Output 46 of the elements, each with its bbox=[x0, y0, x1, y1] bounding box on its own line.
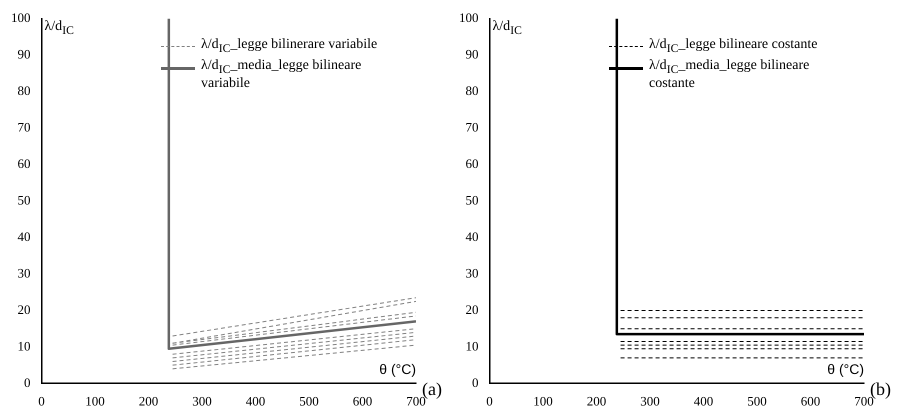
x-tick-label: 600 bbox=[800, 394, 820, 409]
y-tick-label: 30 bbox=[466, 265, 478, 280]
x-tick-label: 300 bbox=[192, 394, 212, 409]
text: (a) bbox=[422, 379, 442, 400]
x-tick-label: 0 bbox=[486, 394, 493, 409]
y-tick-label: 10 bbox=[466, 338, 478, 354]
y-axis-title: λ/d$_{IC}$ bbox=[492, 18, 522, 37]
y-tick-label: 10 bbox=[18, 338, 30, 354]
y-tick-label: 60 bbox=[18, 156, 30, 172]
legend-label: λ/d$_{IC}$_legge bilinerare variabile bbox=[201, 36, 378, 56]
y-tick-label: 80 bbox=[18, 83, 30, 98]
legend-label: λ/d$_{IC}$_media_legge bilineare variabile bbox=[201, 58, 362, 92]
y-tick-label: 60 bbox=[466, 156, 478, 172]
y-tick-label: 40 bbox=[18, 228, 30, 244]
x-tick-label: 100 bbox=[85, 394, 105, 409]
y-tick-label: 80 bbox=[466, 83, 478, 98]
x-tick-label: 100 bbox=[533, 394, 553, 409]
x-tick-label: 300 bbox=[640, 394, 660, 409]
y-tick-label: 20 bbox=[18, 302, 30, 317]
x-tick-label: 200 bbox=[586, 394, 606, 409]
y-tick-label: 90 bbox=[18, 46, 30, 62]
y-tick-label: 70 bbox=[18, 120, 30, 135]
x-tick-label: 500 bbox=[747, 394, 767, 409]
x-axis-title: θ (°C) bbox=[379, 361, 416, 378]
x-tick-label: 600 bbox=[352, 394, 372, 409]
x-tick-label: 0 bbox=[38, 394, 45, 409]
y-tick-label: 40 bbox=[466, 228, 478, 244]
y-tick-label: 100 bbox=[459, 10, 478, 26]
x-axis-title: θ (°C) bbox=[827, 361, 864, 378]
y-tick-label: 0 bbox=[24, 374, 30, 390]
x-tick-label: 400 bbox=[246, 394, 266, 409]
y-tick-label: 20 bbox=[466, 302, 478, 317]
y-tick-label: 0 bbox=[472, 374, 478, 390]
y-tick-label: 30 bbox=[18, 265, 30, 280]
y-tick-label: 50 bbox=[18, 192, 30, 208]
x-tick-label: 200 bbox=[138, 394, 158, 409]
text: (b) bbox=[870, 379, 891, 400]
y-tick-label: 70 bbox=[466, 120, 478, 135]
x-tick-label: 400 bbox=[694, 394, 714, 409]
y-tick-label: 100 bbox=[11, 10, 30, 26]
y-tick-label: 90 bbox=[466, 46, 478, 62]
y-tick-label: 50 bbox=[466, 192, 478, 208]
legend-label: λ/d$_{IC}$_media_legge bilineare costante bbox=[649, 58, 810, 92]
x-tick-label: 500 bbox=[299, 394, 319, 409]
y-axis-title: λ/d$_{IC}$ bbox=[44, 18, 74, 37]
legend-label: λ/d$_{IC}$_legge bilineare costante bbox=[649, 36, 819, 56]
